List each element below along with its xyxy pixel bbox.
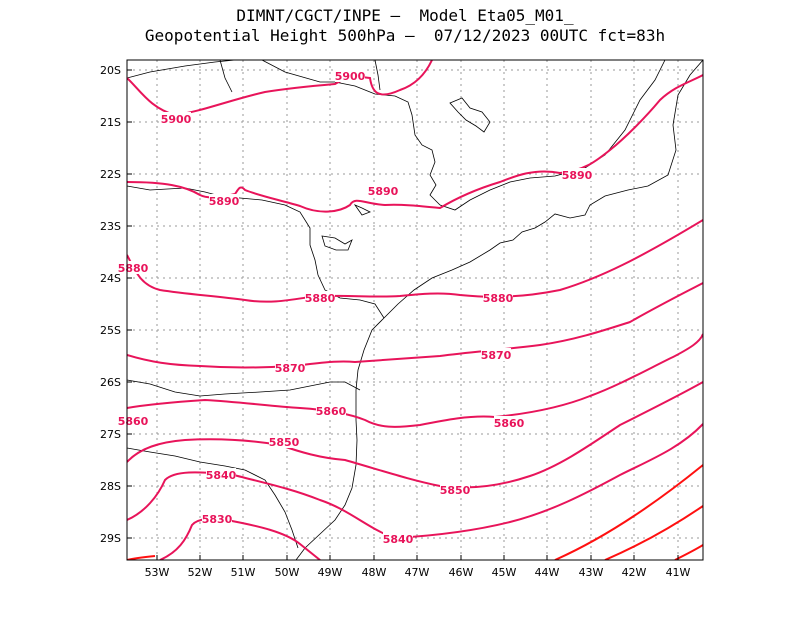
- contour-label-bg: [383, 532, 413, 545]
- contour-label: 5870: [275, 362, 306, 375]
- contour-5820: [554, 464, 703, 560]
- coastline: [295, 60, 703, 560]
- contour-5830: [159, 518, 321, 560]
- map-frame: [126, 59, 704, 561]
- contour-label-bg: [562, 168, 592, 181]
- contour-label-bg: [305, 291, 335, 304]
- lon-tick-label: 53W: [145, 566, 170, 579]
- contour-label: 5830: [202, 513, 233, 526]
- contour-label: 5860: [494, 417, 525, 430]
- contour-label: 5890: [368, 185, 399, 198]
- contour-5830-east: [127, 555, 156, 560]
- state-border-mg-rj: [439, 60, 666, 211]
- contour-label: 5880: [305, 292, 336, 305]
- lon-tick-label: 50W: [275, 566, 300, 579]
- contour-label: 5880: [118, 262, 149, 275]
- contour-5880: [127, 219, 703, 303]
- lat-tick-label: 23S: [100, 220, 121, 233]
- lon-tick-label: 47W: [405, 566, 430, 579]
- contour-label: 5860: [316, 405, 347, 418]
- lon-tick-label: 46W: [449, 566, 474, 579]
- state-border-pr-sc: [127, 379, 361, 397]
- lat-tick-label: 20S: [100, 64, 121, 77]
- contour-label: 5890: [562, 169, 593, 182]
- contour-label-bg: [483, 291, 513, 304]
- contour-label-bg: [335, 69, 365, 82]
- contour-5900-east: [127, 74, 703, 213]
- lat-tick-label: 26S: [100, 376, 121, 389]
- contour-5860: [127, 333, 703, 428]
- longitude-labels: 53W 52W 51W 50W 49W 48W 47W 46W 45W 44W 43W 42W 41W: [145, 555, 691, 579]
- lon-tick-label: 48W: [362, 566, 387, 579]
- contour-label-bg: [368, 184, 398, 197]
- lat-tick-label: 25S: [100, 324, 121, 337]
- lake-north: [449, 97, 491, 133]
- contour-label: 5900: [335, 70, 366, 83]
- chart-title-line-1: DIMNT/CGCT/INPE – Model Eta05_M01_: [236, 6, 574, 25]
- lon-tick-label: 43W: [579, 566, 604, 579]
- contour-label-bg: [202, 512, 232, 525]
- coastline-boundaries: [127, 60, 703, 560]
- contour-label-bg: [440, 483, 470, 496]
- lon-tick-label: 42W: [622, 566, 647, 579]
- lon-tick-label: 45W: [492, 566, 517, 579]
- lon-tick-label: 52W: [188, 566, 213, 579]
- lat-tick-label: 27S: [100, 428, 121, 441]
- contour-label: 5850: [440, 484, 471, 497]
- chart-title-line-2: Geopotential Height 500hPa – 07/12/2023 …: [144, 26, 666, 45]
- contour-label: 5890: [209, 195, 240, 208]
- lat-tick-label: 22S: [100, 168, 121, 181]
- lon-tick-label: 44W: [535, 566, 560, 579]
- contour-label: 5860: [118, 415, 149, 428]
- contour-label-bg: [481, 348, 511, 361]
- contour-5870: [127, 282, 703, 369]
- contour-5840: [127, 423, 703, 540]
- contour-5800: [674, 544, 703, 560]
- lon-tick-label: 51W: [231, 566, 256, 579]
- contour-label: 5840: [383, 533, 414, 546]
- contour-label-bg: [118, 261, 148, 274]
- contour-label-bg: [118, 414, 148, 427]
- state-border-sc-rs: [127, 447, 299, 549]
- contour-5850: [127, 381, 703, 489]
- contour-label-bg: [316, 404, 346, 417]
- contour-5810: [604, 505, 703, 560]
- lat-tick-label: 28S: [100, 480, 121, 493]
- contour-label-bg: [206, 468, 236, 481]
- lake-center: [321, 235, 353, 251]
- contour-labels: 5900 5900 5890 5890 5890 5880 5880 5880 5870 5870…: [118, 69, 593, 546]
- contour-label-bg: [161, 112, 191, 125]
- lon-tick-label: 49W: [318, 566, 343, 579]
- contour-label: 5870: [481, 349, 512, 362]
- state-border-mg-sp: [127, 60, 441, 206]
- contour-lines: [127, 60, 703, 560]
- contour-label: 5850: [269, 436, 300, 449]
- lat-tick-label: 24S: [100, 272, 121, 285]
- contour-label-bg: [494, 416, 524, 429]
- state-border-sp-pr: [127, 185, 385, 319]
- lake-small: [353, 204, 371, 216]
- contour-label-bg: [269, 435, 299, 448]
- contour-label-bg: [209, 194, 239, 207]
- lat-tick-label: 21S: [100, 116, 121, 129]
- contour-label: 5880: [483, 292, 514, 305]
- latitude-labels: 20S 21S 22S 23S 24S 25S 26S 27S 28S 29S: [100, 64, 132, 545]
- lon-tick-label: 41W: [666, 566, 691, 579]
- lat-tick-label: 29S: [100, 532, 121, 545]
- state-border-north: [219, 60, 381, 93]
- contour-label: 5840: [206, 469, 237, 482]
- contour-label: 5900: [161, 113, 192, 126]
- contour-label-bg: [275, 361, 305, 374]
